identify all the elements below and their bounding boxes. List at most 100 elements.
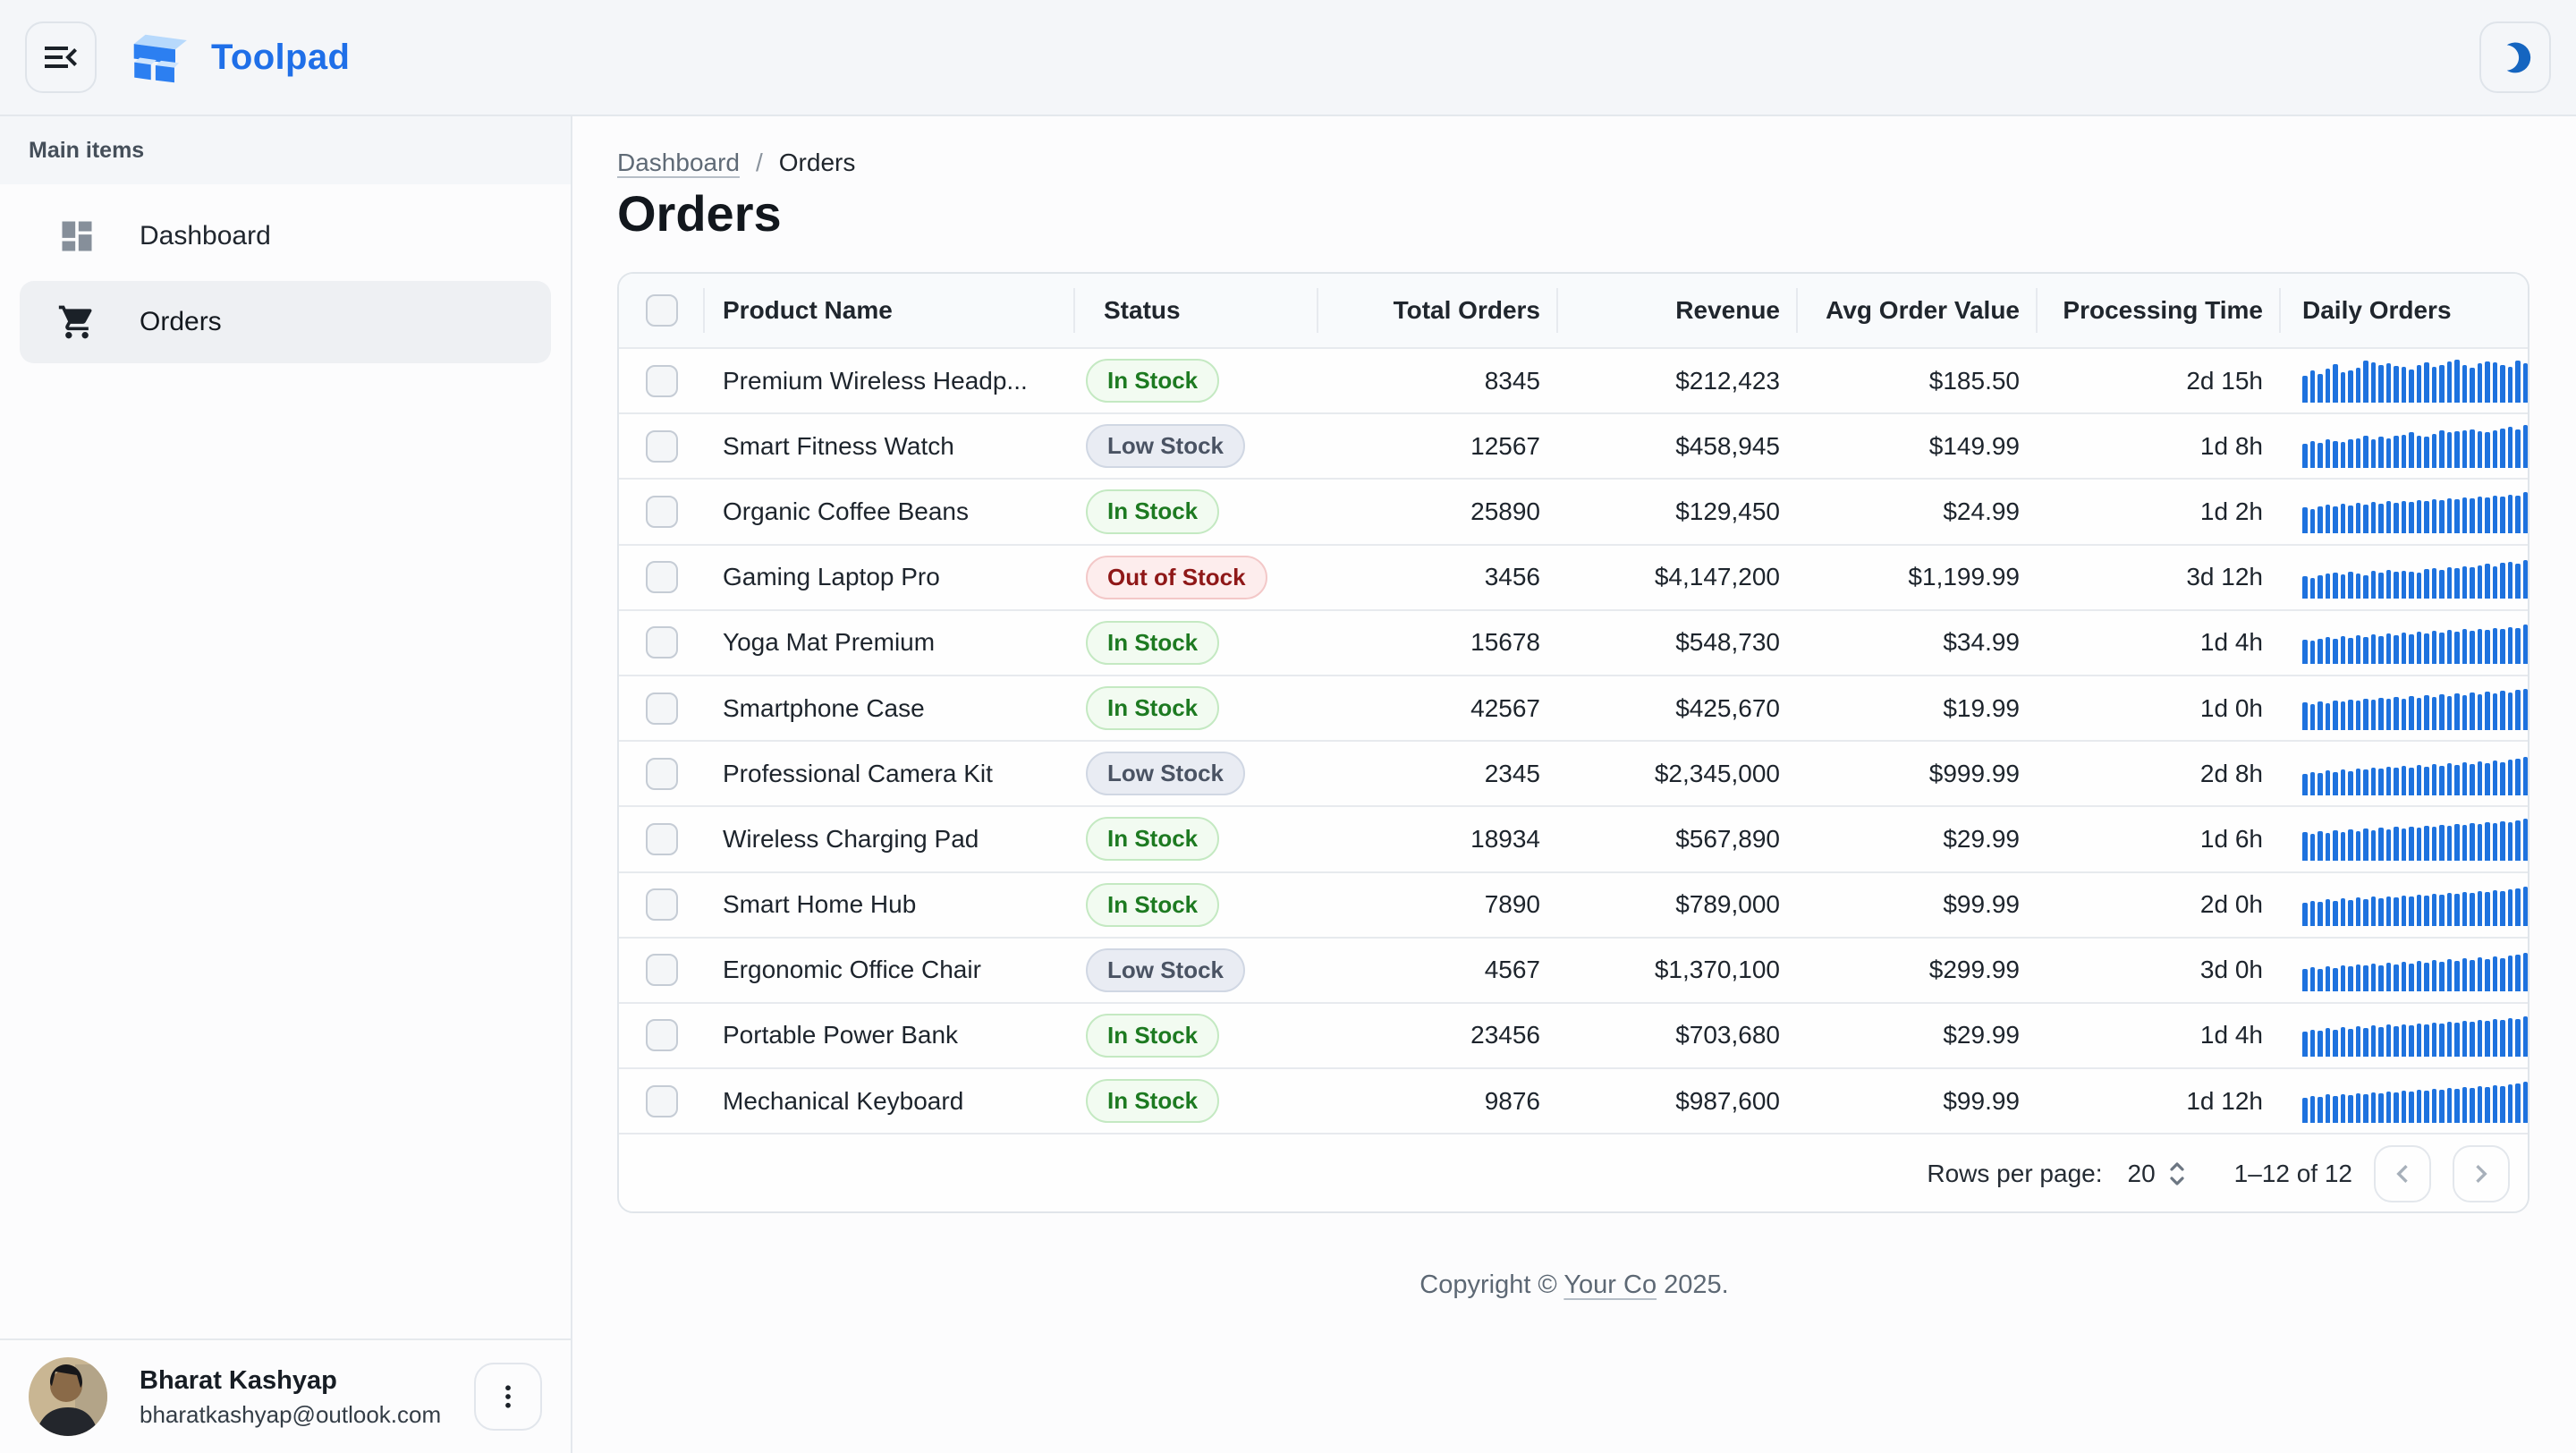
select-all-checkbox[interactable] — [646, 294, 678, 327]
product-name-cell: Smartphone Case — [723, 693, 925, 722]
breadcrumb: Dashboard / Orders — [617, 149, 855, 177]
column-header-total-orders[interactable]: Total Orders — [1318, 274, 1558, 347]
rows-per-page-label: Rows per page: — [1927, 1160, 2103, 1188]
row-checkbox[interactable] — [646, 822, 678, 855]
processing-time-cell: 3d 12h — [2186, 563, 2263, 591]
sidebar-section-label: Main items — [29, 137, 145, 163]
product-name-cell: Professional Camera Kit — [723, 759, 993, 787]
avg-order-value-cell: $99.99 — [1943, 1086, 2020, 1115]
avatar[interactable] — [29, 1357, 107, 1436]
daily-orders-cell — [2281, 424, 2528, 468]
brand[interactable]: Toolpad — [129, 25, 350, 89]
processing-time-cell: 2d 15h — [2186, 366, 2263, 395]
daily-orders-sparkline — [2302, 490, 2528, 533]
revenue-cell: $703,680 — [1675, 1021, 1780, 1049]
daily-orders-sparkline — [2302, 818, 2528, 861]
table-row[interactable]: Wireless Charging Pad In Stock 18934 $56… — [619, 805, 2528, 871]
daily-orders-sparkline — [2302, 359, 2528, 403]
breadcrumb-dashboard-link[interactable]: Dashboard — [617, 149, 740, 176]
avg-order-value-cell: $29.99 — [1943, 1021, 2020, 1049]
product-name-cell: Wireless Charging Pad — [723, 824, 979, 853]
column-header-product-name[interactable]: Product Name — [705, 274, 1075, 347]
table-row[interactable]: Smartphone Case In Stock 42567 $425,670 … — [619, 674, 2528, 741]
daily-orders-sparkline — [2302, 948, 2528, 992]
row-checkbox-cell — [619, 822, 705, 855]
total-orders-cell: 4567 — [1484, 956, 1540, 984]
column-header-processing-time[interactable]: Processing Time — [2038, 274, 2281, 347]
top-bar: Toolpad — [0, 0, 2576, 116]
column-header-status[interactable]: Status — [1075, 274, 1318, 347]
processing-time-cell: 2d 0h — [2199, 890, 2263, 919]
status-cell: Low Stock — [1075, 752, 1318, 796]
status-cell: Out of Stock — [1075, 555, 1318, 599]
table-row[interactable]: Mechanical Keyboard In Stock 9876 $987,6… — [619, 1067, 2528, 1134]
sidebar-item-orders[interactable]: Orders — [20, 281, 551, 363]
revenue-cell: $458,945 — [1675, 431, 1780, 460]
table-row[interactable]: Portable Power Bank In Stock 23456 $703,… — [619, 1001, 2528, 1068]
avg-order-value-cell: $999.99 — [1928, 759, 2020, 787]
table-row[interactable]: Gaming Laptop Pro Out of Stock 3456 $4,1… — [619, 543, 2528, 609]
status-cell: In Stock — [1075, 817, 1318, 862]
revenue-cell: $987,600 — [1675, 1086, 1780, 1115]
total-orders-cell: 18934 — [1470, 824, 1540, 853]
app-title: Toolpad — [211, 37, 351, 77]
revenue-cell: $129,450 — [1675, 497, 1780, 525]
total-orders-cell: 42567 — [1470, 693, 1540, 722]
daily-orders-sparkline — [2302, 883, 2528, 927]
table-row[interactable]: Professional Camera Kit Low Stock 2345 $… — [619, 740, 2528, 806]
footer-copyright: Copyright © Your Co 2025. — [572, 1270, 2576, 1300]
user-name: Bharat Kashyap — [140, 1366, 337, 1396]
row-checkbox[interactable] — [646, 1084, 678, 1117]
status-cell: Low Stock — [1075, 424, 1318, 469]
table-row[interactable]: Ergonomic Office Chair Low Stock 4567 $1… — [619, 936, 2528, 1002]
row-checkbox-cell — [619, 1084, 705, 1117]
total-orders-cell: 12567 — [1470, 431, 1540, 460]
user-menu-button[interactable] — [474, 1363, 542, 1431]
more-vert-icon — [492, 1381, 524, 1413]
row-checkbox[interactable] — [646, 954, 678, 987]
status-badge: In Stock — [1086, 359, 1220, 404]
rows-per-page-value[interactable]: 20 — [2127, 1160, 2156, 1188]
sidebar-nav: Dashboard Orders — [0, 184, 571, 374]
status-cell: In Stock — [1075, 685, 1318, 731]
orders-table: Product Name Status Total Orders Revenue… — [617, 272, 2529, 1213]
row-checkbox[interactable] — [646, 626, 678, 659]
processing-time-cell: 1d 4h — [2199, 628, 2263, 657]
revenue-cell: $2,345,000 — [1654, 759, 1780, 787]
main-content: Dashboard / Orders Orders Product Name S… — [572, 116, 2576, 1453]
row-checkbox[interactable] — [646, 429, 678, 463]
status-cell: In Stock — [1075, 489, 1318, 534]
daily-orders-cell — [2281, 687, 2528, 730]
processing-time-cell: 1d 12h — [2186, 1086, 2263, 1115]
theme-toggle-button[interactable] — [2479, 21, 2551, 93]
row-checkbox[interactable] — [646, 561, 678, 594]
row-checkbox-cell — [619, 495, 705, 528]
row-checkbox[interactable] — [646, 1019, 678, 1052]
row-checkbox[interactable] — [646, 757, 678, 790]
collapse-sidebar-button[interactable] — [25, 21, 97, 93]
table-row[interactable]: Organic Coffee Beans In Stock 25890 $129… — [619, 478, 2528, 544]
previous-page-button[interactable] — [2374, 1145, 2431, 1203]
next-page-button[interactable] — [2453, 1145, 2510, 1203]
avg-order-value-cell: $29.99 — [1943, 824, 2020, 853]
rows-per-page-stepper[interactable] — [2166, 1158, 2188, 1190]
footer-company-link[interactable]: Your Co — [1563, 1270, 1657, 1299]
column-header-avg-order-value[interactable]: Avg Order Value — [1798, 274, 2038, 347]
column-header-daily-orders[interactable]: Daily Orders — [2302, 296, 2452, 324]
table-row[interactable]: Smart Home Hub In Stock 7890 $789,000 $9… — [619, 871, 2528, 937]
footer-prefix: Copyright © — [1419, 1270, 1564, 1299]
row-checkbox-cell — [619, 692, 705, 725]
row-checkbox[interactable] — [646, 888, 678, 922]
column-header-revenue[interactable]: Revenue — [1558, 274, 1798, 347]
row-checkbox[interactable] — [646, 495, 678, 528]
daily-orders-sparkline — [2302, 1080, 2528, 1123]
table-row[interactable]: Yoga Mat Premium In Stock 15678 $548,730… — [619, 608, 2528, 675]
sidebar-item-dashboard[interactable]: Dashboard — [20, 195, 551, 277]
table-row[interactable]: Smart Fitness Watch Low Stock 12567 $458… — [619, 412, 2528, 479]
avg-order-value-cell: $99.99 — [1943, 890, 2020, 919]
row-checkbox[interactable] — [646, 692, 678, 725]
table-row[interactable]: Premium Wireless Headp... In Stock 8345 … — [619, 347, 2528, 413]
avg-order-value-cell: $24.99 — [1943, 497, 2020, 525]
processing-time-cell: 1d 4h — [2199, 1021, 2263, 1049]
row-checkbox[interactable] — [646, 364, 678, 397]
